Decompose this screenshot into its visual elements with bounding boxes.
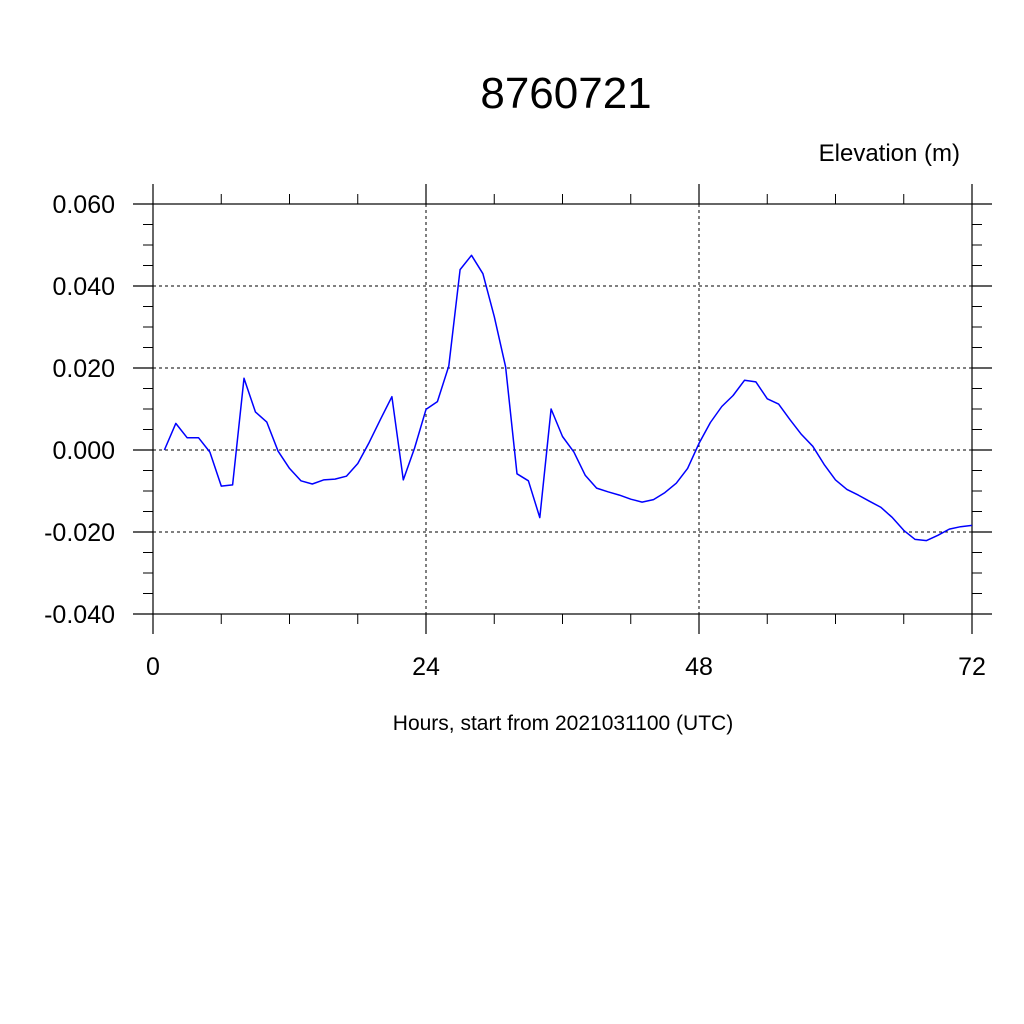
y-tick-label: 0.040 [52,273,115,301]
y-tick-label: 0.020 [52,355,115,383]
axis-ticks [133,184,992,634]
x-tick-label: 0 [146,653,160,681]
plot-frame [152,203,973,615]
y-tick-label: 0.060 [52,191,115,219]
y-tick-label: -0.040 [44,601,115,629]
y-tick-label: -0.020 [44,519,115,547]
elevation-series-line [163,254,973,542]
x-tick-label: 72 [958,653,986,681]
y-tick-label: 0.000 [52,437,115,465]
x-tick-label: 48 [685,653,713,681]
tick-labels: 0.060 0.040 0.020 0.000 -0.020 -0.040 0 24 48 72 [44,191,986,681]
chart-title: 8760721 [480,69,651,118]
y-axis-label: Elevation (m) [819,140,960,167]
x-tick-label: 24 [412,653,440,681]
x-axis-label: Hours, start from 2021031100 (UTC) [393,712,733,735]
series-layer [163,254,973,542]
